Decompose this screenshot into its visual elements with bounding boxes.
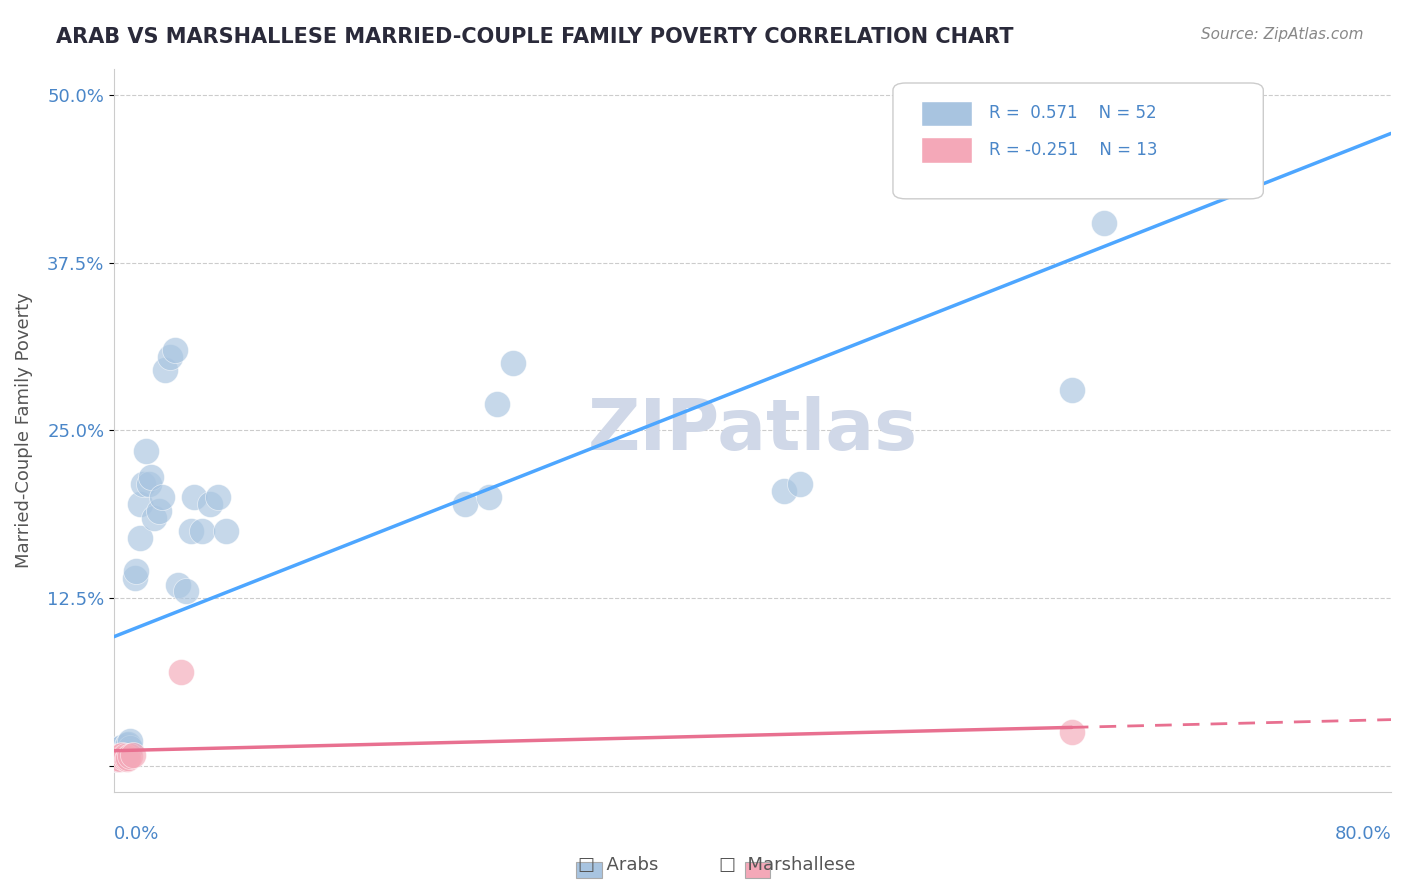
- Arabs: [107, 749, 129, 764]
- Marshallese: [112, 750, 135, 764]
- Arabs: [114, 747, 136, 761]
- Arabs: [142, 510, 165, 524]
- FancyBboxPatch shape: [893, 83, 1264, 199]
- Y-axis label: Married-Couple Family Poverty: Married-Couple Family Poverty: [15, 293, 32, 568]
- Text: R =  0.571    N = 52: R = 0.571 N = 52: [988, 104, 1156, 122]
- Text: 0.0%: 0.0%: [114, 825, 159, 843]
- Arabs: [118, 734, 141, 748]
- Marshallese: [170, 665, 193, 679]
- Arabs: [139, 470, 162, 484]
- Arabs: [124, 571, 146, 585]
- Marshallese: [122, 747, 145, 762]
- Arabs: [138, 477, 160, 491]
- Arabs: [112, 749, 135, 764]
- Arabs: [1060, 383, 1083, 397]
- Marshallese: [117, 750, 139, 764]
- Text: 80.0%: 80.0%: [1334, 825, 1391, 843]
- Arabs: [1092, 216, 1115, 230]
- Text: ARAB VS MARSHALLESE MARRIED-COUPLE FAMILY POVERTY CORRELATION CHART: ARAB VS MARSHALLESE MARRIED-COUPLE FAMIL…: [56, 27, 1014, 46]
- Arabs: [150, 491, 173, 505]
- Arabs: [110, 741, 132, 756]
- Arabs: [153, 363, 176, 377]
- Text: □  Arabs: □ Arabs: [578, 855, 659, 873]
- Marshallese: [118, 749, 141, 764]
- Arabs: [111, 739, 134, 754]
- Arabs: [125, 564, 148, 578]
- Marshallese: [104, 752, 127, 766]
- Marshallese: [114, 749, 136, 764]
- Arabs: [215, 524, 238, 538]
- Arabs: [111, 747, 134, 762]
- Arabs: [773, 483, 796, 498]
- Arabs: [104, 752, 127, 766]
- Arabs: [117, 744, 139, 758]
- Text: R = -0.251    N = 13: R = -0.251 N = 13: [988, 141, 1157, 159]
- Text: Source: ZipAtlas.com: Source: ZipAtlas.com: [1201, 27, 1364, 42]
- Arabs: [104, 747, 127, 762]
- Arabs: [183, 491, 205, 505]
- Marshallese: [105, 750, 128, 764]
- Arabs: [478, 491, 501, 505]
- Arabs: [115, 742, 138, 756]
- Arabs: [107, 747, 129, 761]
- FancyBboxPatch shape: [921, 101, 972, 127]
- Arabs: [166, 577, 188, 591]
- Arabs: [148, 504, 170, 518]
- Marshallese: [110, 752, 132, 766]
- Text: □  Marshallese: □ Marshallese: [720, 855, 855, 873]
- Arabs: [486, 397, 509, 411]
- Arabs: [207, 491, 229, 505]
- Arabs: [454, 497, 477, 511]
- Arabs: [789, 477, 811, 491]
- Arabs: [112, 745, 135, 759]
- Arabs: [502, 356, 524, 370]
- Arabs: [105, 752, 128, 766]
- Marshallese: [111, 747, 134, 762]
- Arabs: [107, 744, 129, 758]
- Arabs: [159, 350, 181, 364]
- Arabs: [118, 741, 141, 756]
- Arabs: [128, 497, 150, 511]
- Arabs: [163, 343, 186, 357]
- Marshallese: [107, 749, 129, 764]
- Arabs: [180, 524, 202, 538]
- Marshallese: [115, 752, 138, 766]
- Arabs: [198, 497, 221, 511]
- Arabs: [128, 531, 150, 545]
- Arabs: [104, 745, 127, 759]
- Arabs: [132, 477, 155, 491]
- Arabs: [117, 737, 139, 751]
- Arabs: [191, 524, 214, 538]
- Arabs: [105, 742, 128, 756]
- Marshallese: [1060, 725, 1083, 739]
- Text: ZIPatlas: ZIPatlas: [588, 396, 918, 465]
- FancyBboxPatch shape: [921, 137, 972, 162]
- Arabs: [110, 750, 132, 764]
- Arabs: [1140, 149, 1163, 163]
- Arabs: [174, 584, 197, 599]
- Arabs: [135, 443, 157, 458]
- Arabs: [115, 739, 138, 753]
